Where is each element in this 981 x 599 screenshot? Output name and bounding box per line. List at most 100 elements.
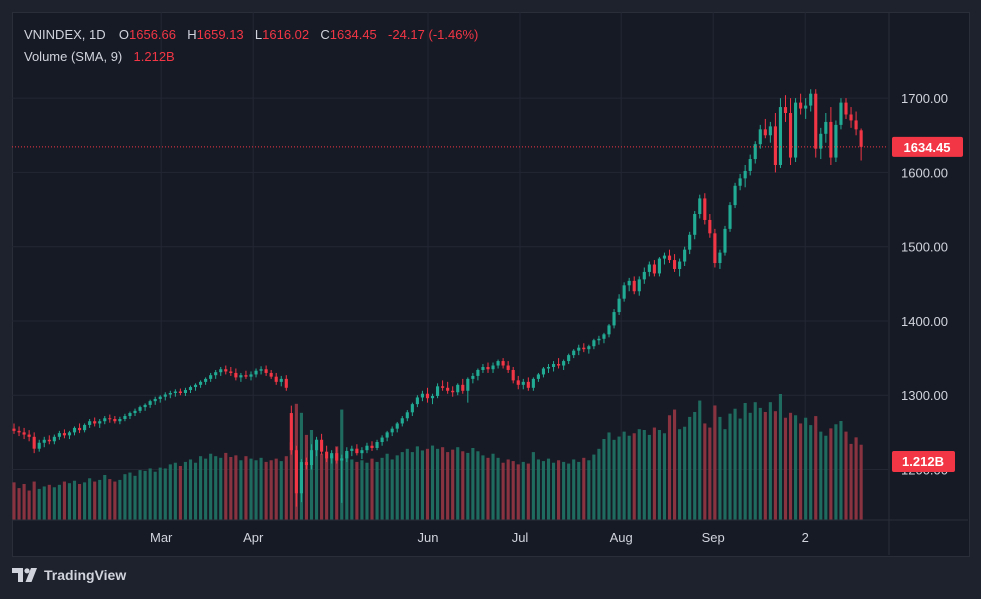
volume-bar [587,460,591,520]
volume-bar [577,461,581,520]
volume-bar [536,459,540,520]
candle-body [531,378,535,388]
candle-body [148,401,152,405]
chart-svg[interactable]: 1700.001600.001500.001400.001300.001200.… [12,12,968,555]
candle-body [12,428,16,431]
candle-body [390,428,394,433]
volume-bar [52,487,56,520]
candle-body [158,396,162,399]
candle-body [229,371,233,373]
volume-bar [284,456,288,520]
last-volume-badge: 1.212B [892,451,955,472]
volume-bar [390,459,394,520]
volume-bar [199,456,203,520]
candle-body [350,448,354,451]
candle-body [602,334,606,339]
volume-bar [425,448,430,520]
candle-body [486,367,490,370]
volume-bar [244,456,248,520]
x-tick-label: Apr [243,530,264,545]
volume-bar [809,425,813,520]
volume-bar [72,480,77,520]
candle-body [824,121,828,134]
volume-bar [486,457,490,520]
candle-body [476,369,480,376]
candle-body [688,234,692,250]
candle-body [395,423,399,429]
ohlc-legend-row[interactable]: VNINDEX, 1D O1656.66 H1659.13 L1616.02 C… [24,24,478,46]
candle-body [420,393,424,398]
candle-body [128,413,132,417]
chart-legend: VNINDEX, 1D O1656.66 H1659.13 L1616.02 C… [24,24,478,68]
candle-body [314,439,319,451]
volume-bar [42,486,46,520]
tradingview-attribution[interactable]: TradingView [12,567,126,583]
volume-bar [854,437,858,520]
candle-body [62,433,66,436]
candle-body [259,369,263,371]
volume-bar [249,458,253,520]
volume-bar [481,455,485,520]
candle-body [451,390,455,393]
candle-body [647,264,651,272]
volume-bar [622,431,626,520]
volume-bar [269,460,273,520]
candle-body [264,369,268,373]
candle-body [819,133,823,149]
y-tick-label: 1400.00 [901,314,948,329]
volume-bar [748,412,752,520]
candle-body [163,394,167,397]
volume-bar [128,472,132,520]
volume-bar [526,463,530,520]
volume-bar [32,481,36,520]
x-tick-label: Sep [702,530,725,545]
volume-bar [67,483,72,520]
volume-bar [133,475,137,520]
candle-body [592,340,596,347]
volume-bar [849,443,853,520]
volume-bar [531,452,535,520]
candle-body [108,418,112,420]
candle-body [224,369,228,372]
volume-bar [572,459,576,520]
candle-body [738,178,742,186]
symbol-label[interactable]: VNINDEX, 1D [24,27,106,42]
candle-body [753,144,757,160]
volume-bar [708,427,712,520]
volume-bar [350,459,354,520]
candle-body [758,129,762,145]
candle-body [778,107,783,165]
volume-bar [113,481,117,520]
volume-bar [219,457,223,520]
volume-indicator-label[interactable]: Volume (SMA, 9) [24,49,123,64]
candle-body [637,279,641,292]
volume-bar [304,434,309,520]
candle-body [577,347,581,351]
volume-bar [834,424,838,520]
volume-bar [320,453,324,520]
volume-legend-row[interactable]: Volume (SMA, 9) 1.212B [24,46,478,68]
change-value: -24.17 (-1.46%) [388,27,479,42]
candle-body [234,372,238,378]
y-tick-label: 1600.00 [901,165,948,180]
volume-bar [592,454,596,520]
candle-body [279,378,283,382]
candle-body [703,198,707,220]
candle-body [269,372,273,377]
close-label: C [320,27,330,42]
candle-body [799,102,803,109]
volume-bar [118,479,122,520]
volume-bar [612,439,616,520]
volume-bar [209,453,213,520]
candle-body [335,453,339,461]
volume-bar [602,439,606,520]
volume-bar [506,459,510,520]
candle-body [748,159,752,171]
x-tick-label: Jul [512,530,529,545]
candle-body [506,365,510,370]
candle-body [365,445,369,451]
time-axis[interactable]: Mar Apr Jun Jul Aug Sep 2 [150,530,809,545]
candle-body [456,384,460,393]
candle-body [743,170,747,179]
candle-body [698,198,702,215]
